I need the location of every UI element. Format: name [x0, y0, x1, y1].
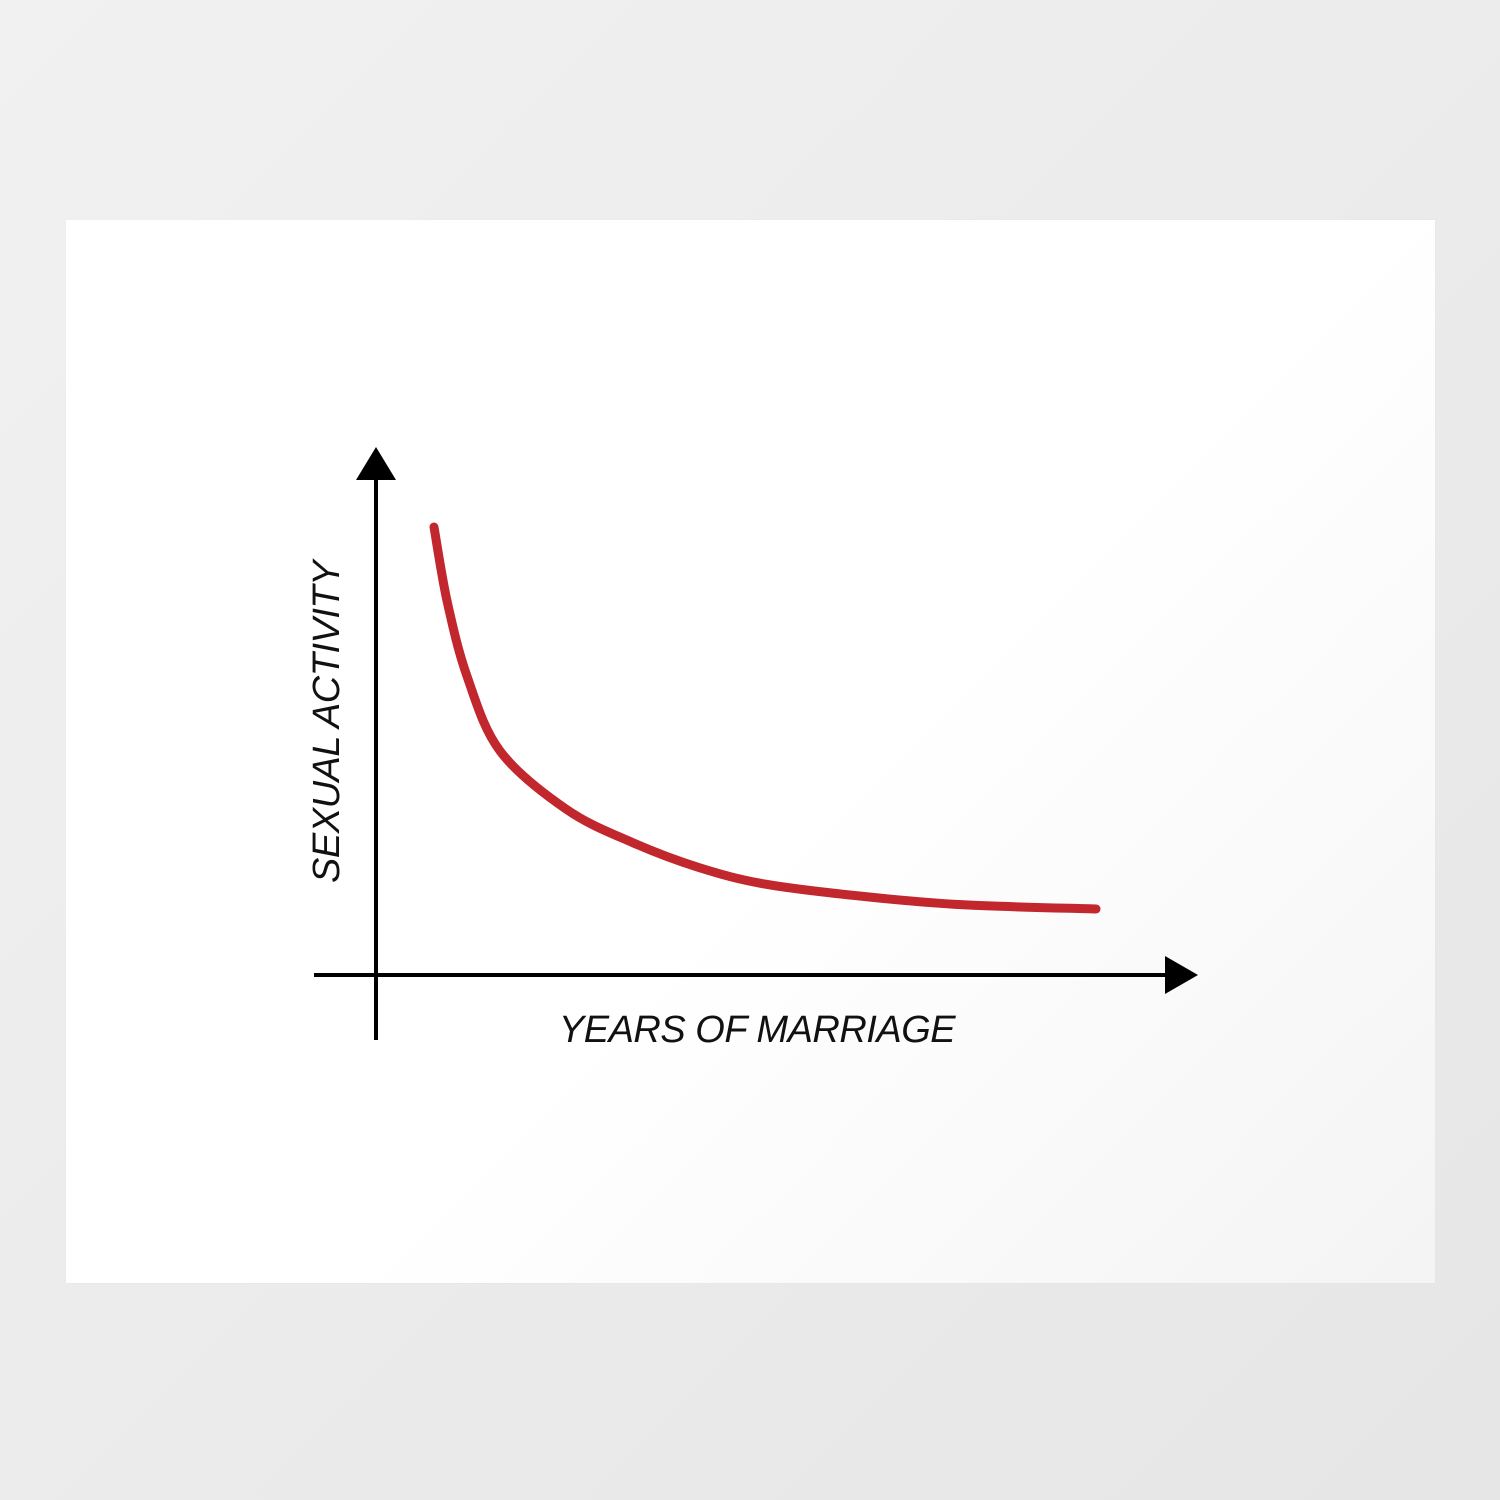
- x-axis-label: YEARS OF MARRIAGE: [559, 1009, 956, 1051]
- series-line: [429, 522, 1101, 914]
- y-axis-label: SEXUAL ACTIVITY: [306, 558, 348, 883]
- x-axis-arrow-icon: [1165, 956, 1198, 994]
- print-sheet: [66, 220, 1435, 1283]
- y-axis-arrow-icon: [356, 447, 396, 480]
